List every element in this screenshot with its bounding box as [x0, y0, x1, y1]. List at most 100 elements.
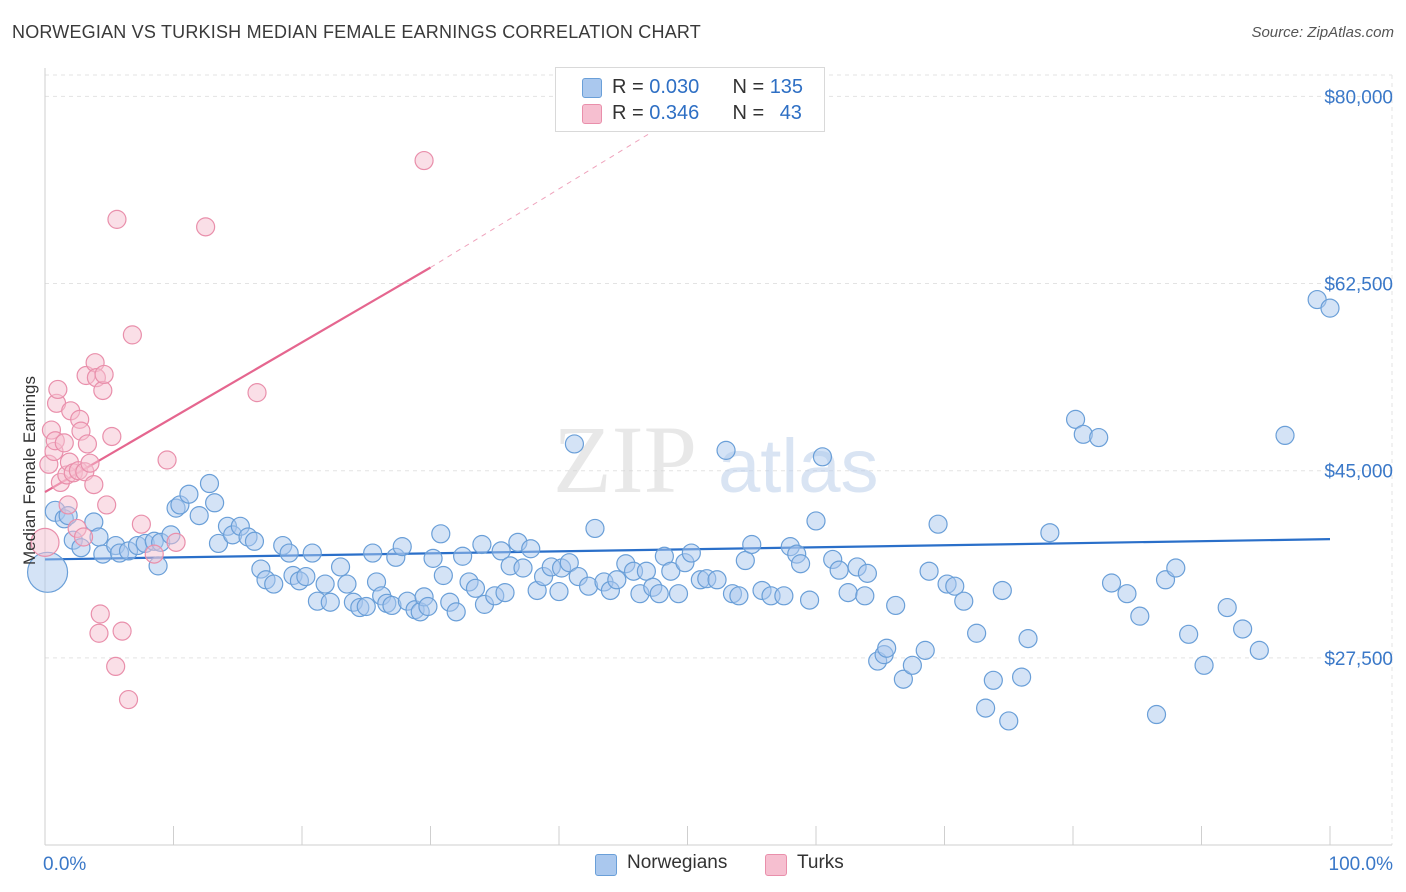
norwegian-point — [902, 655, 922, 675]
norwegian-point — [521, 539, 541, 559]
norwegian-point — [661, 561, 681, 581]
norwegian-point — [992, 580, 1012, 601]
norwegian-point — [491, 541, 511, 561]
legend-n-label: N = — [732, 102, 770, 124]
y-tick-label: $27,500 — [1324, 649, 1393, 670]
turk-point — [247, 383, 267, 403]
turk-point — [30, 527, 60, 557]
norwegian-point — [919, 561, 939, 581]
norwegian-point — [967, 623, 987, 643]
norwegian-point — [337, 574, 357, 594]
legend-r-label: R = — [612, 102, 650, 124]
legend-n-value: 135 — [769, 76, 804, 98]
norwegian-point — [302, 543, 322, 563]
norwegian-point — [549, 581, 569, 602]
turk-point — [54, 433, 74, 453]
norwegian-point — [774, 586, 794, 606]
norwegian-point — [320, 592, 340, 612]
turk-point — [94, 364, 114, 385]
turk-point — [112, 621, 132, 641]
norwegian-point — [812, 447, 833, 467]
turk-point — [131, 514, 151, 534]
legend-swatch-blue — [595, 854, 617, 876]
norwegian-point — [1275, 425, 1295, 446]
norwegian-point — [838, 583, 858, 603]
turk-point — [73, 527, 94, 547]
turks-trend-line — [44, 266, 432, 494]
legend-r-value: 0.346 — [649, 102, 700, 124]
norwegian-point — [649, 584, 669, 604]
norwegian-point — [1249, 640, 1269, 660]
norwegian-point — [1089, 427, 1109, 448]
legend-swatch-pink — [765, 854, 787, 876]
norwegian-point — [264, 574, 284, 594]
norwegian-point — [668, 584, 689, 604]
turk-point — [58, 495, 78, 515]
norwegian-point — [1130, 606, 1150, 626]
norwegian-point — [886, 595, 906, 616]
norwegian-point — [928, 514, 948, 534]
legend-swatch-blue — [582, 78, 602, 98]
turk-point — [48, 379, 68, 400]
watermark-atlas: atlas — [718, 424, 879, 509]
turk-point — [80, 453, 100, 473]
turk-point — [144, 544, 164, 564]
watermark-zip: ZIP — [553, 406, 697, 513]
legend-swatch-pink — [582, 104, 602, 124]
norwegian-point — [431, 524, 451, 544]
y-axis-label: Median Female Earnings — [20, 376, 39, 565]
norwegian-point — [857, 563, 878, 583]
turk-point — [166, 532, 186, 552]
norwegian-point — [559, 553, 579, 573]
norwegian-point — [205, 493, 225, 513]
turks-trend-extension — [430, 133, 650, 268]
norwegian-point — [208, 533, 229, 554]
norwegian-point — [1194, 655, 1214, 675]
norwegian-point — [915, 640, 935, 660]
norwegian-point — [1166, 558, 1186, 578]
norwegian-point — [790, 554, 811, 574]
source-credit: Source: ZipAtlas.com — [1251, 24, 1394, 41]
x-tick-label: 0.0% — [43, 854, 86, 875]
chart-title: NORWEGIAN VS TURKISH MEDIAN FEMALE EARNI… — [12, 22, 701, 42]
norwegian-point — [296, 566, 316, 587]
legend-r-value: 0.030 — [649, 76, 700, 98]
norwegian-point — [1073, 424, 1093, 444]
norwegian-point — [189, 506, 209, 526]
norwegian-point — [472, 534, 492, 555]
turk-point — [102, 426, 122, 447]
norwegian-point — [707, 570, 727, 590]
norwegian-point — [179, 484, 199, 504]
norwegian-point — [877, 638, 897, 658]
turk-point — [107, 209, 127, 229]
norwegian-point — [983, 670, 1003, 690]
norwegian-point — [418, 596, 438, 617]
norwegian-point — [1320, 298, 1340, 318]
norwegian-point — [356, 596, 376, 617]
legend-n-value: 43 — [779, 102, 802, 124]
norwegian-point — [945, 576, 965, 596]
turk-point — [90, 604, 110, 624]
y-tick-label: $80,000 — [1324, 87, 1393, 108]
norwegian-point — [1146, 704, 1167, 725]
norwegian-point — [742, 534, 762, 555]
norwegian-point — [1179, 624, 1199, 644]
norwegian-point — [829, 560, 849, 580]
stats-legend: R = 0.030 N = 135 R = 0.346 N = 43 — [555, 67, 825, 132]
turk-point — [157, 450, 177, 470]
norwegian-point — [954, 591, 974, 611]
legend-label-norwegians: Norwegians — [627, 852, 728, 873]
norwegian-point — [999, 711, 1019, 731]
tick-labels: $80,000 $62,500 $45,000 $27,500 0.0% 100.0% — [43, 87, 1393, 875]
norwegian-point — [1040, 523, 1060, 543]
norwegian-point — [423, 548, 443, 568]
norwegian-point — [244, 531, 265, 551]
norwegian-point — [855, 586, 875, 606]
norwegian-point — [976, 698, 996, 718]
turk-point — [106, 656, 126, 677]
norwegian-point — [315, 574, 335, 594]
norwegian-point — [729, 586, 749, 606]
norwegian-point — [636, 561, 656, 581]
norwegian-point — [681, 543, 701, 563]
norwegian-point — [199, 473, 220, 494]
